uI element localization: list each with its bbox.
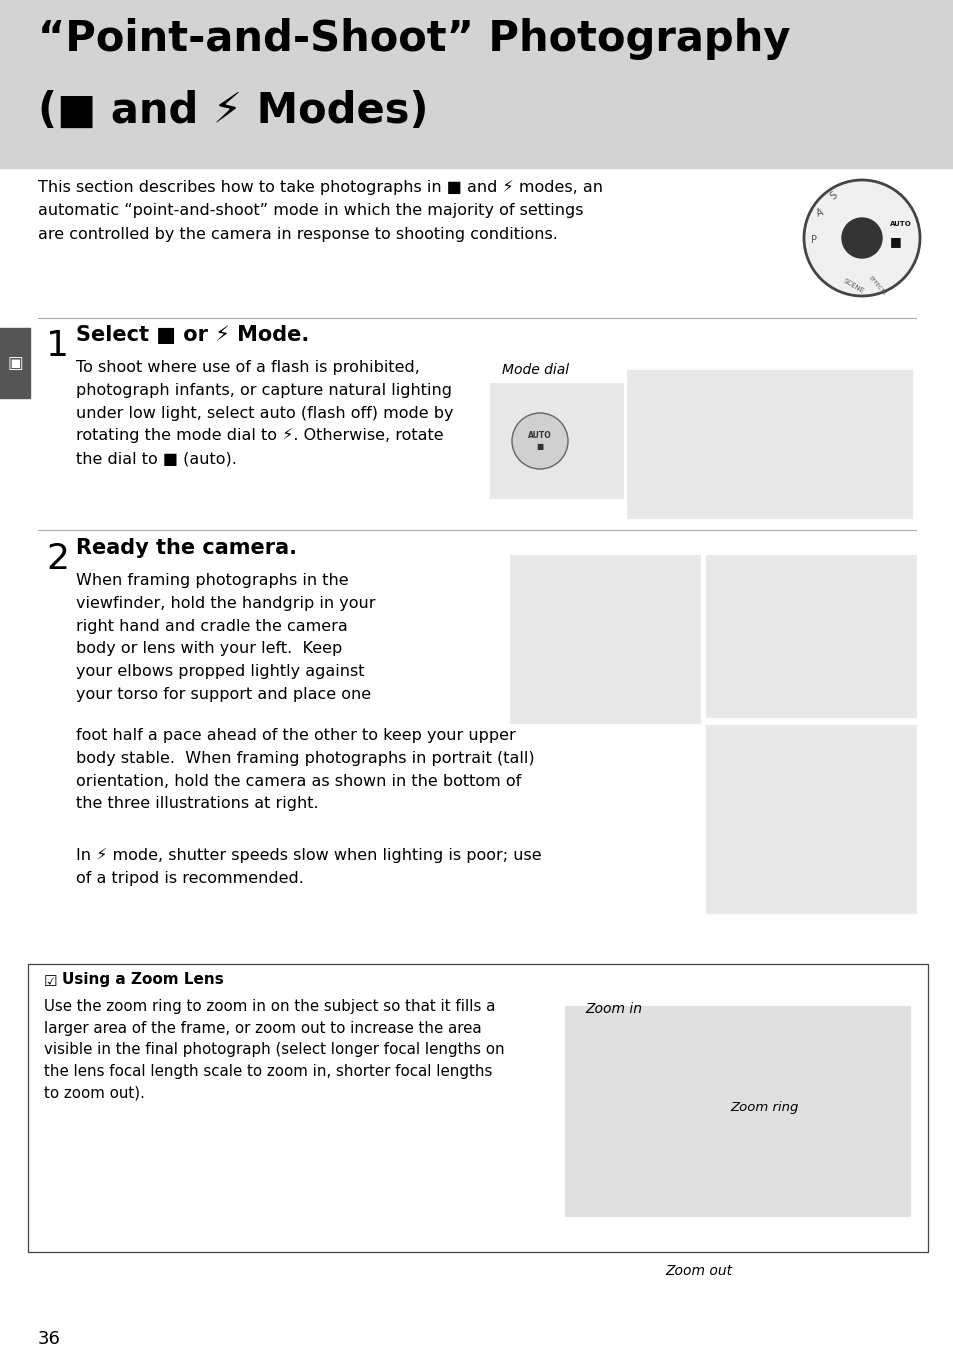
- Text: This section describes how to take photographs in ■ and ⚡ modes, an
automatic “p: This section describes how to take photo…: [38, 180, 602, 242]
- Text: AUTO
■: AUTO ■: [528, 431, 551, 450]
- Bar: [510, 556, 700, 723]
- Bar: [705, 556, 915, 717]
- Text: Using a Zoom Lens: Using a Zoom Lens: [62, 972, 224, 987]
- Text: Zoom in: Zoom in: [584, 1002, 641, 1015]
- Bar: [626, 370, 911, 518]
- Text: Mode dial: Mode dial: [501, 362, 569, 377]
- Text: S: S: [827, 191, 839, 201]
- Text: P: P: [810, 235, 816, 245]
- Text: 1: 1: [46, 329, 69, 362]
- Bar: [705, 725, 915, 913]
- Text: (■ and ⚡ Modes): (■ and ⚡ Modes): [38, 91, 428, 132]
- Text: ▣: ▣: [7, 354, 23, 372]
- Text: EFFECTS: EFFECTS: [866, 276, 885, 296]
- Ellipse shape: [803, 180, 919, 296]
- Text: AUTO: AUTO: [889, 220, 911, 227]
- Bar: [564, 1006, 909, 1215]
- Text: ■: ■: [889, 235, 901, 249]
- Bar: [28, 964, 927, 1252]
- Text: A: A: [814, 207, 824, 219]
- Text: Ready the camera.: Ready the camera.: [76, 538, 296, 558]
- Text: “Point-and-Shoot” Photography: “Point-and-Shoot” Photography: [38, 18, 790, 59]
- Text: foot half a pace ahead of the other to keep your upper
body stable.  When framin: foot half a pace ahead of the other to k…: [76, 727, 534, 811]
- Text: Zoom ring: Zoom ring: [729, 1101, 798, 1114]
- Text: When framing photographs in the
viewfinder, hold the handgrip in your
right hand: When framing photographs in the viewfind…: [76, 573, 375, 702]
- Text: SCENE: SCENE: [841, 277, 864, 295]
- Bar: [0, 329, 30, 397]
- Text: 36: 36: [38, 1330, 61, 1348]
- Bar: [490, 383, 622, 498]
- Text: Zoom out: Zoom out: [664, 1264, 731, 1278]
- Text: 2: 2: [46, 542, 69, 576]
- Text: To shoot where use of a flash is prohibited,
photograph infants, or capture natu: To shoot where use of a flash is prohibi…: [76, 360, 453, 466]
- Text: ☑: ☑: [44, 973, 57, 990]
- Circle shape: [512, 412, 567, 469]
- Circle shape: [841, 218, 882, 258]
- Text: In ⚡ mode, shutter speeds slow when lighting is poor; use
of a tripod is recomme: In ⚡ mode, shutter speeds slow when ligh…: [76, 848, 541, 886]
- Text: Use the zoom ring to zoom in on the subject so that it fills a
larger area of th: Use the zoom ring to zoom in on the subj…: [44, 999, 504, 1101]
- Bar: [0, 0, 953, 168]
- Text: Select ■ or ⚡ Mode.: Select ■ or ⚡ Mode.: [76, 324, 309, 345]
